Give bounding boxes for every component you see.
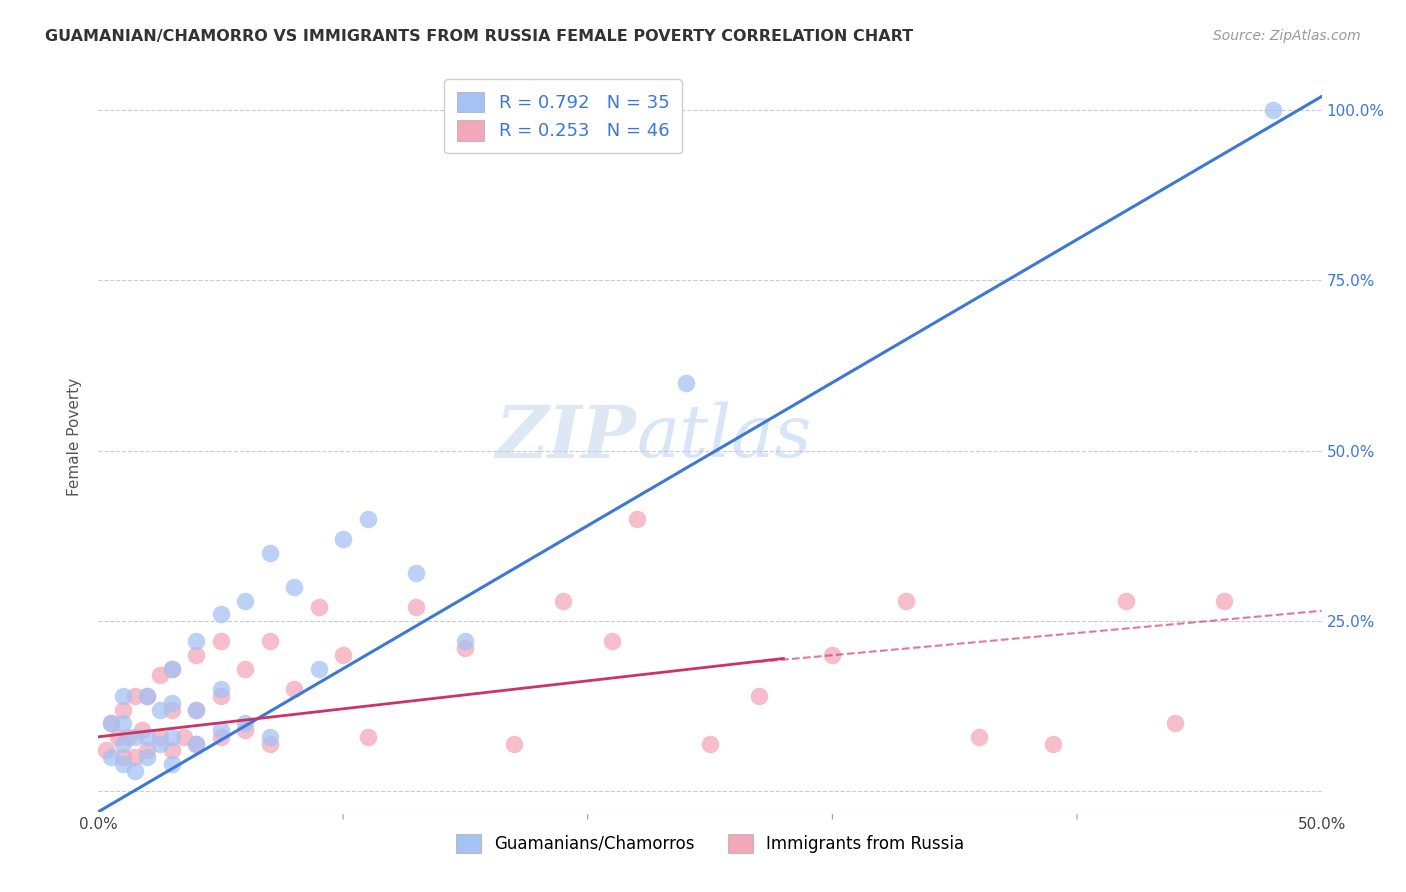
Y-axis label: Female Poverty: Female Poverty <box>67 378 83 496</box>
Point <box>136 689 159 703</box>
Point <box>136 689 159 703</box>
Point <box>136 743 159 757</box>
Point <box>259 737 281 751</box>
Point <box>821 648 844 662</box>
Point <box>283 580 305 594</box>
Point <box>160 757 183 772</box>
Point <box>160 696 183 710</box>
Point <box>111 689 134 703</box>
Point <box>124 764 146 778</box>
Point <box>233 723 256 737</box>
Point <box>173 730 195 744</box>
Point <box>124 730 146 744</box>
Point <box>160 730 183 744</box>
Point <box>186 634 208 648</box>
Point <box>1164 716 1187 731</box>
Text: GUAMANIAN/CHAMORRO VS IMMIGRANTS FROM RUSSIA FEMALE POVERTY CORRELATION CHART: GUAMANIAN/CHAMORRO VS IMMIGRANTS FROM RU… <box>45 29 912 44</box>
Point <box>149 668 172 682</box>
Point <box>186 702 208 716</box>
Point <box>111 716 134 731</box>
Point <box>149 730 172 744</box>
Point <box>124 750 146 764</box>
Point <box>332 533 354 547</box>
Point <box>356 512 378 526</box>
Point <box>111 750 134 764</box>
Legend: Guamanians/Chamorros, Immigrants from Russia: Guamanians/Chamorros, Immigrants from Ru… <box>449 827 972 860</box>
Point <box>626 512 648 526</box>
Point <box>233 593 256 607</box>
Point <box>454 634 477 648</box>
Point <box>160 743 183 757</box>
Point <box>699 737 721 751</box>
Point <box>209 723 232 737</box>
Point <box>1261 103 1284 117</box>
Point <box>186 702 208 716</box>
Point <box>259 730 281 744</box>
Point <box>160 662 183 676</box>
Point <box>308 600 330 615</box>
Point <box>160 662 183 676</box>
Point <box>209 730 232 744</box>
Point <box>160 702 183 716</box>
Point <box>600 634 623 648</box>
Text: atlas: atlas <box>637 401 813 473</box>
Point <box>894 593 917 607</box>
Point <box>107 730 129 744</box>
Point <box>233 662 256 676</box>
Point <box>209 682 232 697</box>
Point <box>124 689 146 703</box>
Text: Source: ZipAtlas.com: Source: ZipAtlas.com <box>1213 29 1361 43</box>
Point <box>209 689 232 703</box>
Point <box>503 737 526 751</box>
Point <box>111 702 134 716</box>
Point <box>748 689 770 703</box>
Point <box>100 750 122 764</box>
Point <box>100 716 122 731</box>
Point <box>1212 593 1234 607</box>
Point <box>111 757 134 772</box>
Point <box>209 634 232 648</box>
Point <box>94 743 117 757</box>
Point <box>454 641 477 656</box>
Point <box>136 750 159 764</box>
Point <box>111 737 134 751</box>
Point <box>553 593 575 607</box>
Point <box>308 662 330 676</box>
Point <box>332 648 354 662</box>
Point <box>131 723 153 737</box>
Point <box>675 376 697 390</box>
Point <box>259 546 281 560</box>
Point <box>233 716 256 731</box>
Text: ZIP: ZIP <box>496 401 637 473</box>
Point <box>117 730 139 744</box>
Point <box>209 607 232 622</box>
Point <box>1115 593 1137 607</box>
Point <box>283 682 305 697</box>
Point <box>186 648 208 662</box>
Point <box>967 730 990 744</box>
Point <box>149 737 172 751</box>
Point <box>1042 737 1064 751</box>
Point <box>186 737 208 751</box>
Point <box>356 730 378 744</box>
Point <box>405 566 427 581</box>
Point <box>136 730 159 744</box>
Point <box>100 716 122 731</box>
Point <box>186 737 208 751</box>
Point <box>149 702 172 716</box>
Point <box>405 600 427 615</box>
Point <box>259 634 281 648</box>
